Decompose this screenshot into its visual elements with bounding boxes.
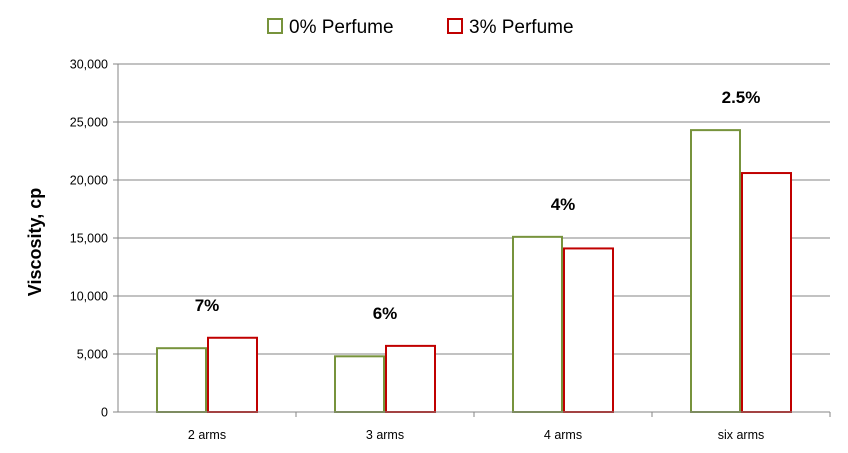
bar-3-perfume-2-arms	[207, 336, 258, 414]
x-tick-label: 3 arms	[366, 428, 404, 442]
x-tick-label: 2 arms	[188, 428, 226, 442]
y-tick-label: 10,000	[70, 290, 108, 304]
bar-annotation: 7%	[195, 296, 220, 315]
legend-swatch	[447, 18, 463, 34]
bars	[156, 129, 792, 414]
bar-0-perfume-2-arms	[156, 347, 207, 414]
annotations: 7% 6% 4% 2.5%	[195, 88, 761, 323]
y-tick-label: 30,000	[70, 58, 108, 72]
bar-3-perfume-3-arms	[385, 344, 436, 414]
x-tick-label: 4 arms	[544, 428, 582, 442]
axes	[113, 63, 831, 417]
bar-3-perfume-4-arms	[563, 247, 614, 413]
bar-3-perfume-six-arms	[741, 172, 792, 413]
y-tick-label: 15,000	[70, 232, 108, 246]
y-axis-label: Viscosity, cp	[25, 188, 45, 296]
bar-0-perfume-six-arms	[690, 129, 741, 413]
bar-annotation: 4%	[551, 195, 576, 214]
x-tick-label: six arms	[718, 428, 765, 442]
legend-label: 0% Perfume	[289, 17, 394, 38]
bar-annotation: 2.5%	[722, 88, 761, 107]
legend-label: 3% Perfume	[469, 17, 574, 38]
chart-legend: 0% Perfume 3% Perfume	[267, 17, 574, 38]
y-tick-label: 25,000	[70, 116, 108, 130]
y-tick-label: 0	[101, 406, 108, 420]
legend-swatch	[267, 18, 283, 34]
bar-0-perfume-3-arms	[334, 355, 385, 414]
bar-annotation: 6%	[373, 304, 398, 323]
y-tick-labels: 0 5,000 10,000 15,000 20,000 25,000 30,000	[70, 58, 108, 420]
y-tick-label: 5,000	[77, 348, 108, 362]
x-tick-labels: 2 arms 3 arms 4 arms six arms	[188, 428, 764, 442]
bar-0-perfume-4-arms	[512, 235, 563, 413]
y-tick-label: 20,000	[70, 174, 108, 188]
